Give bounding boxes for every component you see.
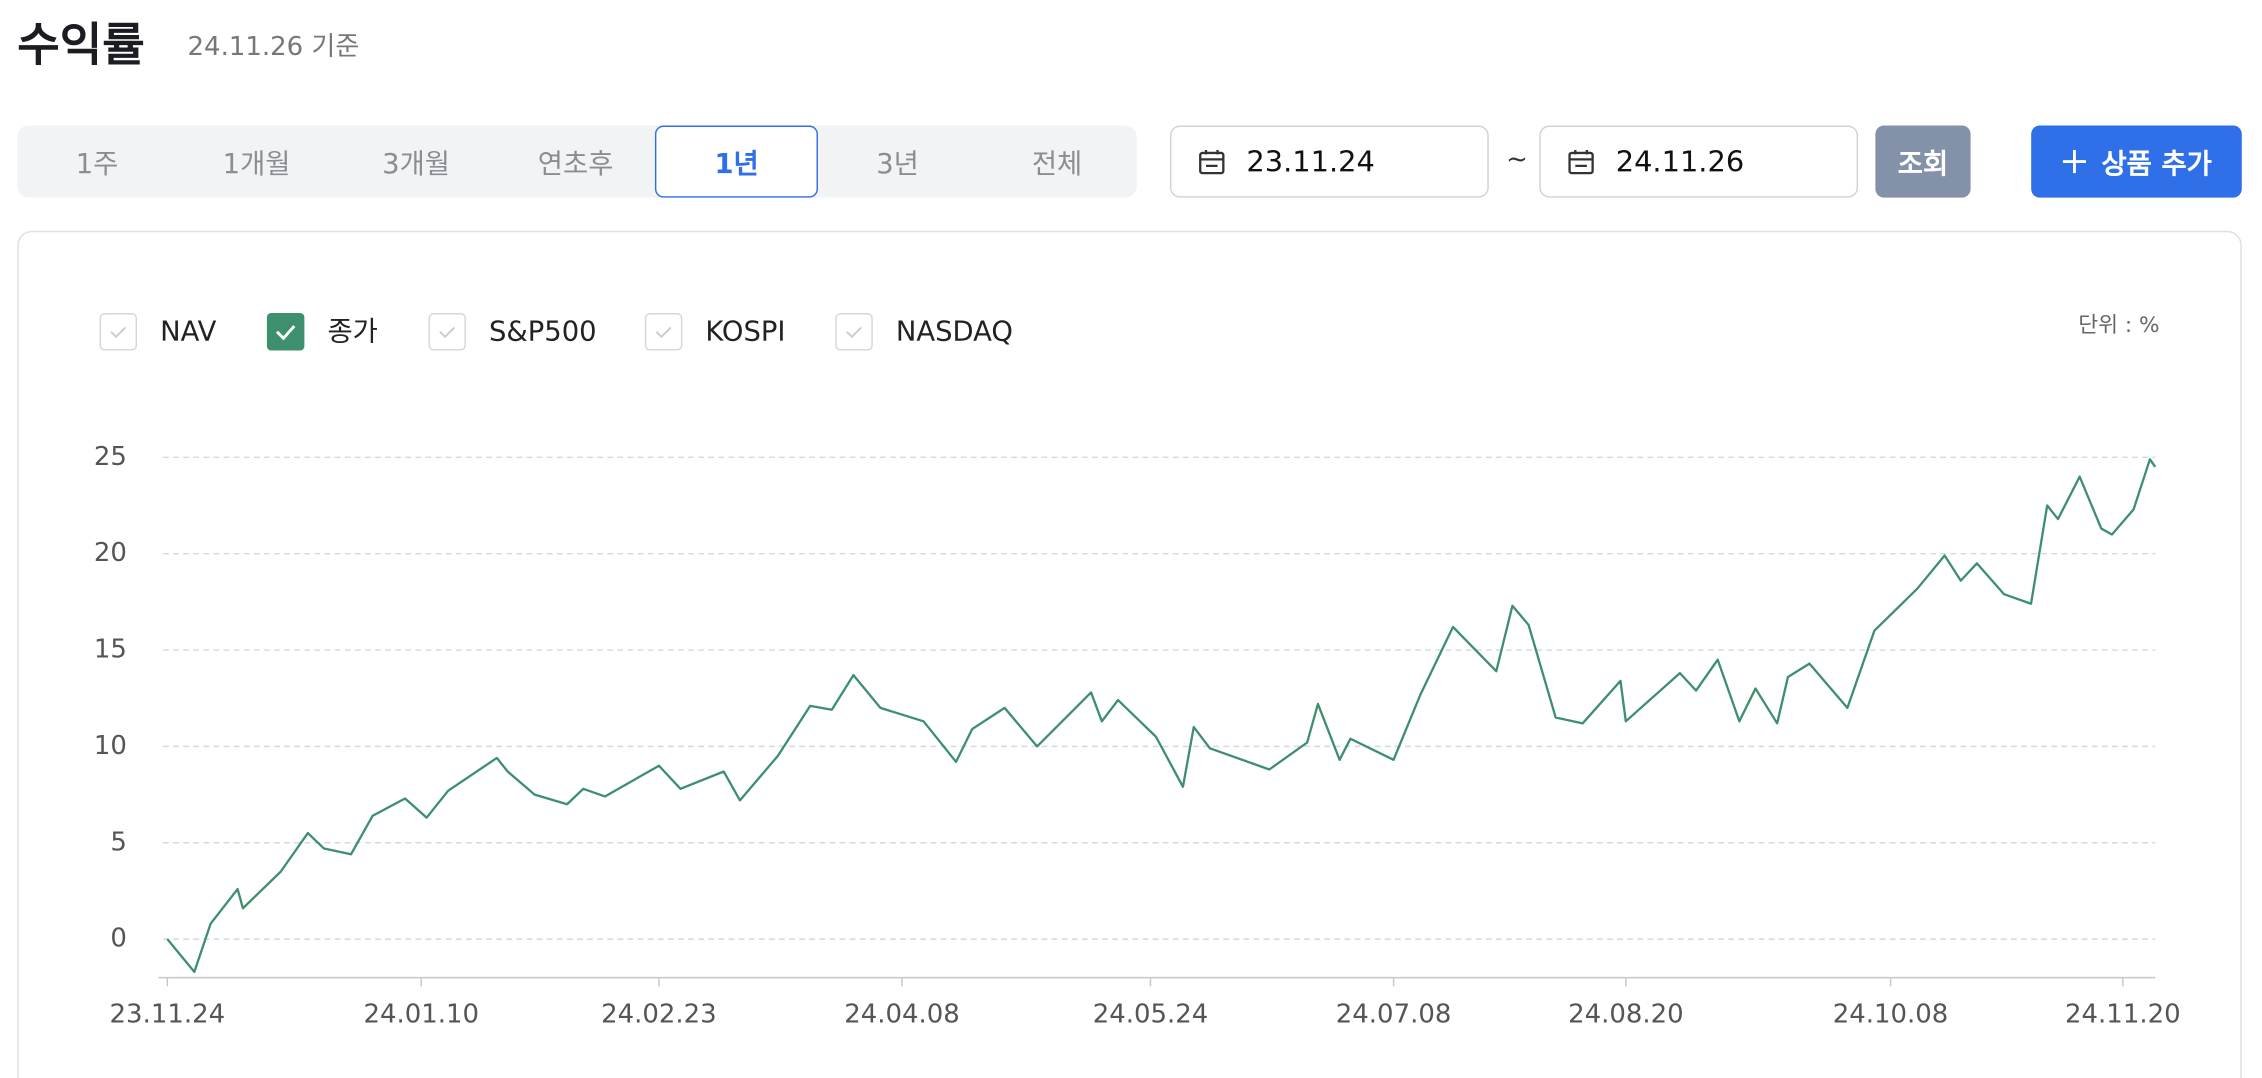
plus-icon: [2062, 150, 2086, 174]
y-tick-label: 20: [94, 538, 127, 568]
checkbox: [266, 313, 305, 351]
date-separator: ~: [1506, 144, 1528, 175]
x-tick-label: 23.11.24: [110, 1000, 226, 1030]
period-tab[interactable]: 전체: [1031, 147, 1083, 180]
x-tick-label: 24.05.24: [1093, 1000, 1209, 1030]
period-tab[interactable]: 연초후: [537, 147, 614, 180]
x-tick-label: 24.02.23: [601, 1000, 717, 1030]
series-line: [166, 458, 2157, 974]
x-tick-label: 24.08.20: [1568, 1000, 1684, 1030]
y-tick-label: 10: [94, 731, 127, 761]
x-tick-label: 24.01.10: [363, 1000, 479, 1030]
period-tabs: 1주 1개월 3개월 연초후 1년 3년 전체: [17, 125, 1137, 198]
period-tab[interactable]: 1년: [655, 125, 818, 198]
legend-item[interactable]: S&P500: [428, 313, 597, 351]
legend-label: NASDAQ: [896, 317, 1013, 348]
period-tab[interactable]: 3년: [876, 147, 919, 180]
add-product-button[interactable]: 상품 추가: [2031, 125, 2242, 198]
period-tab[interactable]: 1개월: [222, 147, 291, 180]
checkbox: [428, 313, 466, 351]
date-end-input[interactable]: 24.11.26: [1539, 125, 1859, 198]
check-mark: [655, 326, 672, 339]
check-mark: [110, 326, 127, 339]
add-product-label: 상품 추가: [2101, 147, 2212, 180]
search-button[interactable]: 조회: [1875, 125, 1971, 198]
date-start-input[interactable]: 23.11.24: [1169, 125, 1489, 198]
x-tick-label: 24.10.08: [1833, 1000, 1949, 1030]
page-title: 수익률: [17, 17, 145, 73]
check-mark: [846, 326, 862, 339]
calendar-icon: [1199, 150, 1225, 175]
x-tick-label: 24.04.08: [844, 1000, 960, 1030]
chart-card: [17, 230, 2242, 1078]
calendar-icon: [1568, 150, 1594, 175]
y-tick-label: 5: [110, 827, 127, 857]
y-tick-label: 25: [94, 442, 127, 472]
checkbox: [644, 313, 683, 351]
legend-label: KOSPI: [705, 317, 785, 348]
legend-item[interactable]: NAV: [99, 313, 217, 351]
legend-item[interactable]: KOSPI: [644, 313, 786, 351]
legend-item[interactable]: 종가: [266, 313, 378, 351]
check-mark: [275, 325, 296, 341]
date-start: 23.11.24: [1246, 144, 1375, 179]
x-tick-label: 24.11.20: [2065, 1000, 2181, 1030]
page-subtitle: 24.11.26 기준: [187, 31, 360, 63]
legend-label: S&P500: [489, 317, 597, 348]
period-tab[interactable]: 3개월: [382, 147, 451, 180]
check-mark: [439, 326, 456, 339]
y-tick-label: 0: [110, 924, 127, 954]
legend-item[interactable]: NASDAQ: [835, 313, 1013, 351]
checkbox: [99, 313, 138, 351]
y-tick-label: 15: [94, 635, 127, 665]
date-end: 24.11.26: [1615, 144, 1745, 179]
checkbox: [835, 313, 873, 351]
period-tab[interactable]: 1주: [75, 147, 119, 180]
x-tick-label: 24.07.08: [1336, 1000, 1452, 1030]
legend-label: NAV: [160, 317, 216, 348]
unit-label: 단위 : %: [2078, 313, 2159, 338]
legend-label: 종가: [327, 317, 377, 348]
